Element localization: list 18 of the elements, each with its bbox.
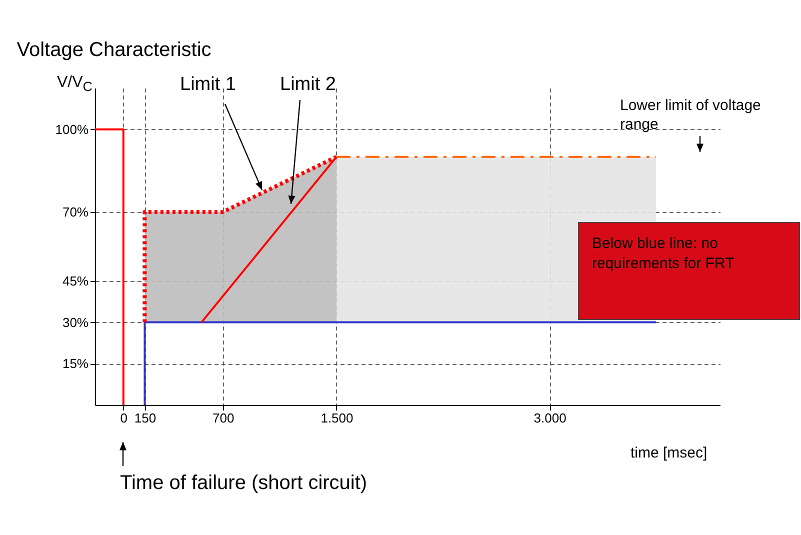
x-tick-label: 150 <box>134 410 156 426</box>
x-tick-label: 700 <box>212 410 234 426</box>
chart-title: Voltage Characteristic <box>16 39 212 61</box>
x-tick-label: 0 <box>120 410 128 426</box>
y-tick-label: 100% <box>55 122 89 137</box>
y-axis-title: V/V$_{C}$ <box>57 74 92 94</box>
series-label: Lower limit of voltage range <box>620 96 762 134</box>
text: Limit 2 <box>280 74 336 96</box>
annotation: Below blue line: no requirements for FRT <box>592 234 736 274</box>
y-tick-label: 15% <box>62 356 89 372</box>
x-tick-label: 3.000 <box>534 410 566 426</box>
text: Limit 1 <box>180 74 236 96</box>
text: Time of failure (short circuit) <box>120 472 368 495</box>
y-tick-label: 30% <box>62 314 89 330</box>
x-axis-title: time [msec] <box>630 444 708 462</box>
y-tick-label: 70% <box>62 204 89 220</box>
y-tick-label: 45% <box>62 273 89 288</box>
x-tick-label: 1.500 <box>320 410 354 426</box>
